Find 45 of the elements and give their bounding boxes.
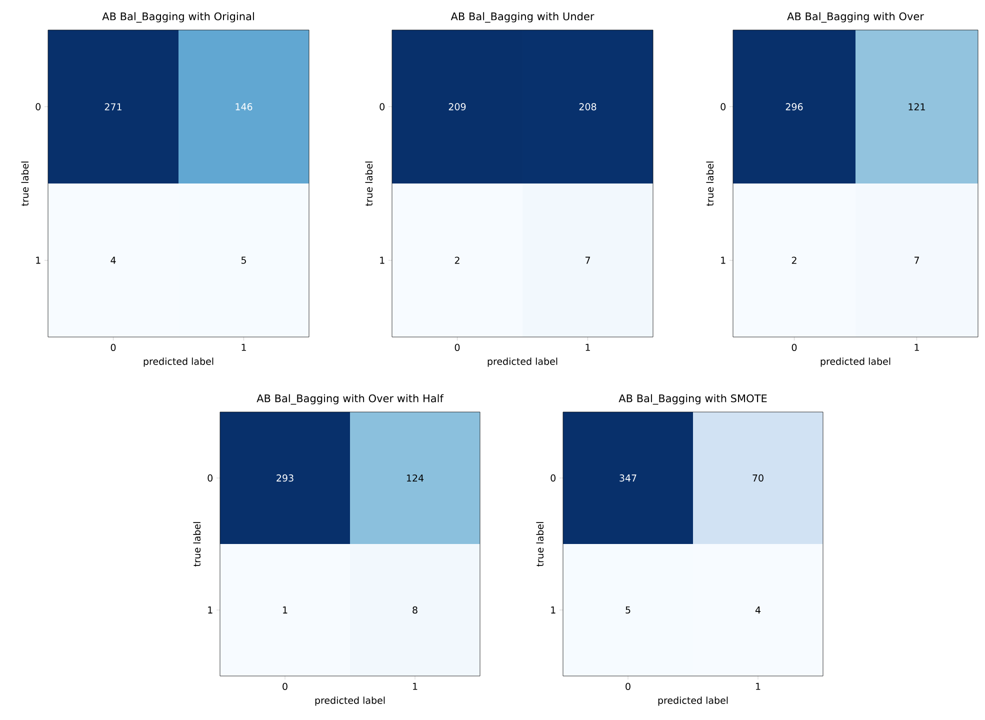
- data-label: 2: [792, 256, 796, 264]
- data-label: 4: [110, 256, 116, 264]
- chart-title: AB Bal_Bagging with SMOTE: [618, 394, 767, 405]
- x-tick-label: 0: [110, 344, 116, 352]
- data-label: 208: [579, 103, 596, 110]
- y-axis-title: true label: [365, 162, 373, 206]
- chart-title: AB Bal_Bagging with Over with Half: [256, 394, 444, 405]
- y-axis-title: true label: [536, 522, 544, 566]
- x-tick-label: 0: [626, 682, 630, 690]
- data-label: 271: [104, 103, 122, 110]
- x-axis-title: predicted label: [315, 696, 385, 706]
- data-label: 8: [412, 606, 418, 614]
- x-tick-label: 1: [756, 682, 760, 690]
- data-label: 121: [908, 103, 925, 110]
- data-label: 2: [454, 256, 460, 264]
- x-tick-label: 1: [242, 344, 246, 351]
- data-label: 347: [620, 474, 636, 482]
- data-label: 7: [586, 256, 590, 264]
- x-axis-title: predicted label: [144, 358, 214, 367]
- data-label: 146: [236, 103, 252, 110]
- x-tick-label: 1: [413, 682, 418, 690]
- chart-title: AB Bal_Bagging with Under: [450, 12, 594, 23]
- data-label: 70: [752, 474, 764, 482]
- chart-title: AB Bal_Bagging with Over: [787, 12, 924, 23]
- data-label: 7: [914, 256, 919, 264]
- y-axis-title: true label: [706, 162, 714, 206]
- x-axis-title: predicted label: [658, 696, 728, 706]
- x-tick-label: 1: [586, 344, 590, 351]
- x-tick-label: 0: [792, 344, 797, 352]
- x-tick-label: 0: [454, 344, 460, 352]
- chart-title: AB Bal_Bagging with Original: [102, 12, 254, 23]
- data-label: 293: [276, 474, 294, 482]
- x-tick-label: 0: [282, 682, 288, 690]
- data-label: 1: [283, 606, 288, 614]
- x-tick-label: 1: [914, 344, 919, 351]
- data-label: 4: [755, 606, 760, 614]
- x-axis-title: predicted label: [820, 358, 890, 367]
- x-axis-title: predicted label: [488, 358, 558, 367]
- y-axis-title: true label: [21, 162, 29, 206]
- data-label: 209: [448, 103, 466, 110]
- data-label: 5: [626, 606, 630, 614]
- y-axis-title: true label: [193, 522, 201, 566]
- data-label: 5: [241, 256, 246, 264]
- data-label: 296: [786, 103, 803, 110]
- data-label: 124: [406, 474, 424, 482]
